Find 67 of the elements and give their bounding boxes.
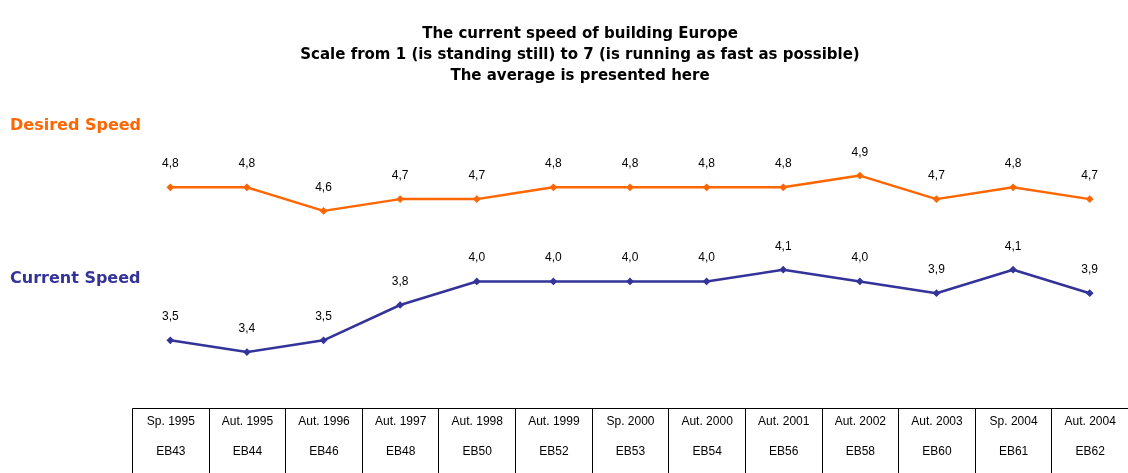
- data-label: 3,4: [238, 321, 256, 336]
- point: [779, 183, 788, 192]
- data-label: 4,0: [621, 250, 639, 265]
- point: [1009, 265, 1017, 274]
- category-label: Sp. 1995 EB43: [146, 413, 195, 458]
- data-label: 4,1: [774, 238, 792, 253]
- data-label: 4,0: [698, 250, 716, 265]
- category-label: Aut. 2004 EB62: [1064, 413, 1116, 458]
- data-label: 4,7: [1081, 168, 1099, 183]
- data-label: 4,7: [468, 168, 486, 183]
- data-label: 3,8: [391, 274, 409, 288]
- point: [166, 336, 175, 345]
- point: [932, 289, 941, 298]
- category-label: Aut. 1997 EB48: [374, 413, 427, 458]
- data-label: 4,8: [1004, 156, 1022, 171]
- data-label: 4,0: [468, 250, 486, 265]
- data-label: 4,8: [238, 156, 256, 171]
- point: [855, 171, 864, 180]
- data-label: 4,8: [698, 156, 716, 171]
- data-label: 4,7: [928, 168, 946, 183]
- category-label: Aut. 2002 EB58: [834, 413, 887, 458]
- data-label: 4,8: [774, 156, 792, 171]
- data-label: 4,8: [161, 156, 179, 171]
- data-label: 4,0: [851, 250, 869, 265]
- data-label: 3,9: [1081, 262, 1099, 277]
- category-label: Aut. 2001 EB56: [758, 413, 810, 458]
- category-label: Aut. 1995 EB44: [221, 413, 274, 458]
- point: [779, 265, 788, 274]
- point: [1085, 289, 1094, 298]
- point: [166, 183, 175, 192]
- point: [472, 277, 481, 286]
- category-label: Aut. 1996 EB46: [298, 413, 350, 458]
- data-label: 4,8: [621, 156, 639, 171]
- point: [549, 183, 558, 192]
- point: [243, 183, 251, 192]
- category-label: Aut. 1999 EB52: [528, 413, 580, 458]
- text: Scale from 1 (is standing still) to 7 (is running as fast as possible): [300, 45, 860, 63]
- point: [702, 277, 711, 286]
- category-label: Aut. 2000 EB54: [681, 413, 733, 458]
- point: [702, 183, 711, 192]
- category-label: Aut. 2003 EB60: [911, 413, 963, 458]
- text: The average is presented here: [450, 66, 710, 84]
- point: [319, 207, 328, 215]
- category-label: Sp. 2000 EB53: [606, 413, 655, 458]
- data-label: 3,5: [161, 309, 179, 324]
- text: Desired Speed: [10, 115, 142, 135]
- data-label: 4,7: [391, 168, 409, 183]
- point: [626, 183, 634, 192]
- point: [1009, 183, 1017, 192]
- category-label: Sp. 2004 EB61: [989, 413, 1038, 458]
- text: The current speed of building Europe: [422, 24, 738, 42]
- data-label: 4,8: [545, 156, 563, 171]
- data-label: 4,9: [851, 144, 869, 159]
- text: Current Speed: [10, 268, 141, 288]
- point: [855, 277, 864, 286]
- point: [319, 336, 328, 345]
- point: [626, 277, 634, 286]
- point: [1085, 195, 1094, 203]
- data-label: 4,6: [315, 179, 333, 194]
- point: [396, 301, 405, 309]
- data-label: 3,9: [928, 262, 946, 277]
- point: [932, 195, 941, 203]
- data-label: 4,0: [545, 250, 563, 265]
- point: [549, 277, 558, 286]
- data-label: 4,1: [1004, 238, 1022, 253]
- category-label: Aut. 1998 EB50: [451, 413, 503, 458]
- data-label: 3,5: [315, 309, 333, 324]
